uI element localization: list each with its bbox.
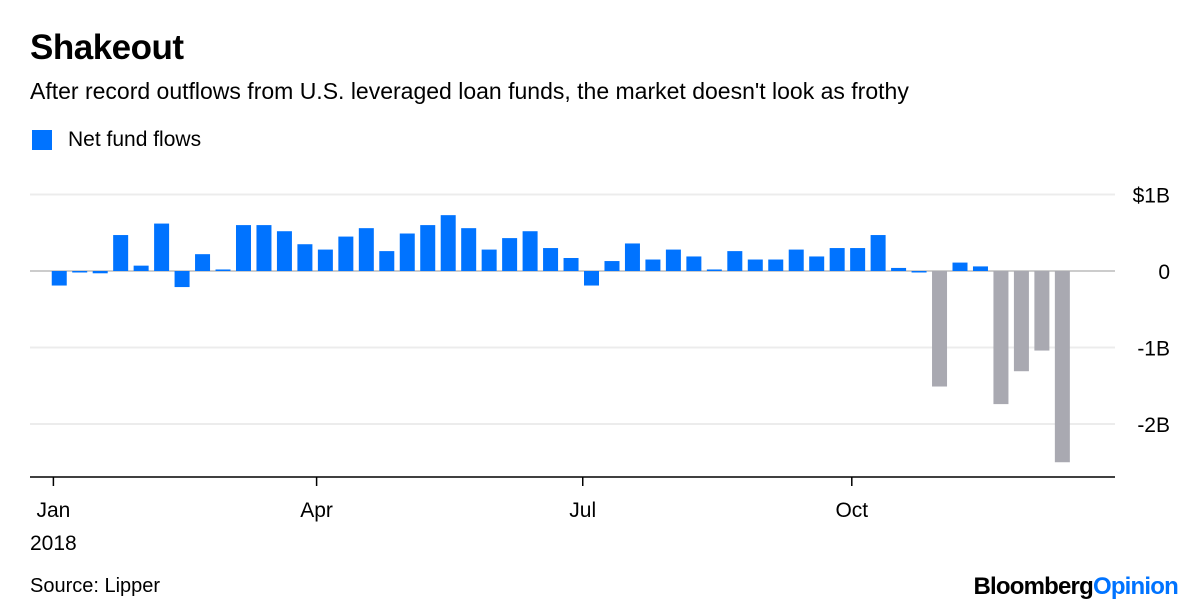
bar bbox=[154, 223, 170, 271]
bar bbox=[297, 244, 313, 271]
bar bbox=[911, 271, 927, 273]
bar bbox=[461, 228, 477, 271]
bar bbox=[624, 243, 640, 271]
bar bbox=[1054, 271, 1070, 463]
chart-subtitle: After record outflows from U.S. leverage… bbox=[30, 78, 909, 104]
bar bbox=[195, 254, 211, 271]
bar bbox=[952, 262, 968, 271]
x-tick-label: Apr bbox=[300, 499, 333, 522]
y-tick-label: -2B bbox=[1137, 414, 1170, 437]
bar bbox=[256, 225, 272, 271]
bar bbox=[317, 249, 333, 271]
x-tick-label: Jul bbox=[569, 499, 596, 522]
source-note: Source: Lipper bbox=[30, 575, 161, 597]
bar bbox=[92, 271, 108, 274]
y-tick-label: $1B bbox=[1133, 185, 1170, 208]
bar bbox=[870, 235, 886, 271]
x-year-label: 2018 bbox=[30, 532, 77, 555]
bar bbox=[440, 215, 456, 271]
bar bbox=[51, 271, 67, 286]
bar bbox=[645, 259, 661, 271]
bar bbox=[235, 225, 251, 271]
legend-label: Net fund flows bbox=[68, 128, 202, 151]
bar bbox=[522, 231, 538, 271]
bar bbox=[543, 248, 559, 271]
bar bbox=[563, 257, 579, 271]
bar bbox=[768, 259, 784, 271]
bar bbox=[113, 235, 129, 271]
bar bbox=[972, 266, 988, 271]
bar bbox=[706, 269, 722, 271]
bar bbox=[1034, 271, 1050, 351]
bar bbox=[850, 248, 866, 271]
y-tick-label: 0 bbox=[1158, 261, 1170, 284]
bar bbox=[829, 248, 845, 271]
bar bbox=[891, 267, 907, 271]
legend-swatch bbox=[32, 130, 52, 150]
bar bbox=[399, 233, 415, 271]
bar bbox=[338, 236, 354, 271]
bar bbox=[72, 271, 88, 273]
legend: Net fund flows bbox=[32, 128, 201, 152]
bar bbox=[809, 256, 825, 271]
chart-title: Shakeout bbox=[30, 28, 184, 67]
bar bbox=[502, 238, 518, 271]
y-tick-label: -1B bbox=[1137, 338, 1170, 361]
bar bbox=[215, 269, 231, 271]
bar bbox=[379, 251, 395, 271]
bar bbox=[174, 271, 190, 288]
bar bbox=[788, 249, 804, 271]
bar bbox=[358, 228, 374, 271]
bar bbox=[665, 249, 681, 271]
bar bbox=[481, 249, 497, 271]
bar bbox=[727, 251, 743, 271]
x-tick-label: Oct bbox=[835, 499, 868, 522]
bar bbox=[993, 271, 1009, 405]
bar bbox=[932, 271, 948, 387]
bar bbox=[747, 259, 763, 271]
bloomberg-opinion-logo: BloombergOpinion bbox=[973, 573, 1178, 600]
bar bbox=[420, 225, 436, 271]
bar bbox=[1013, 271, 1029, 372]
bar bbox=[686, 256, 702, 271]
bar bbox=[133, 265, 149, 271]
x-tick-label: Jan bbox=[36, 499, 70, 522]
bar bbox=[276, 231, 292, 271]
bar bbox=[604, 261, 620, 271]
bar bbox=[584, 271, 600, 286]
